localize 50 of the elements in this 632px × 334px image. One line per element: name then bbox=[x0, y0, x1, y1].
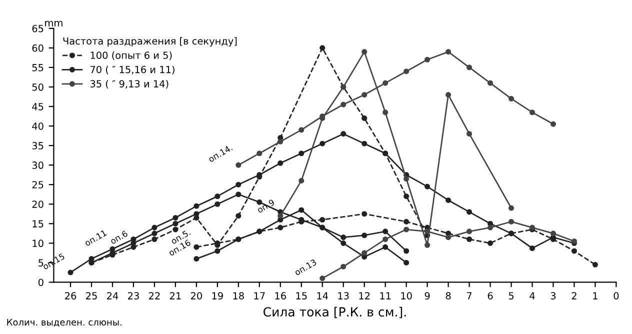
y-tick-label: 5 bbox=[38, 259, 44, 267]
y-tick-label: 60 bbox=[32, 44, 44, 52]
x-tick-label: 19 bbox=[212, 292, 223, 300]
annotation: оп.6 bbox=[110, 230, 128, 244]
x-tick-label: 4 bbox=[530, 292, 535, 300]
x-tick-label: 13 bbox=[338, 292, 349, 300]
x-tick-label: 11 bbox=[380, 292, 391, 300]
y-tick-label: 45 bbox=[32, 103, 44, 110]
x-tick-label: 18 bbox=[233, 292, 244, 300]
y-tick-label: 30 bbox=[32, 162, 44, 169]
x-tick-label: 2 bbox=[572, 292, 576, 300]
x-tick-label: 21 bbox=[170, 292, 181, 300]
legend-title: Частота раздражения [в секунду] bbox=[63, 37, 237, 47]
x-tick-label: 25 bbox=[86, 292, 97, 300]
y-tick-label: 25 bbox=[32, 181, 44, 188]
x-tick-label: 5 bbox=[508, 292, 514, 300]
y-tick-label: 35 bbox=[32, 142, 44, 150]
y-tick-label: 0 bbox=[38, 278, 44, 286]
x-tick-label: 7 bbox=[466, 292, 472, 300]
x-tick-label: 9 bbox=[424, 292, 430, 300]
x-tick-label: 6 bbox=[488, 292, 493, 300]
x-tick-label: 12 bbox=[359, 292, 370, 300]
y-tick-label: 65 bbox=[32, 24, 44, 32]
x-tick-label: 24 bbox=[107, 292, 118, 300]
x-axis-title: Сила тока [Р.К. в см.]. bbox=[264, 306, 406, 318]
x-tick-label: 20 bbox=[190, 292, 202, 300]
y-axis-title: mm bbox=[45, 20, 62, 26]
y-tick-label: 50 bbox=[32, 83, 44, 91]
y-tick-label: 15 bbox=[32, 220, 44, 228]
x-tick-label: 1 bbox=[593, 292, 598, 300]
x-tick-label: 26 bbox=[65, 292, 76, 300]
x-tick-label: 17 bbox=[254, 292, 265, 300]
x-tick-label: 3 bbox=[550, 292, 556, 300]
x-tick-label: 0 bbox=[614, 292, 619, 300]
x-tick-label: 8 bbox=[446, 292, 451, 300]
x-tick-label: 14 bbox=[317, 292, 328, 300]
y-tick-label: 55 bbox=[32, 64, 44, 72]
legend-label: 70 ( ″ 15,16 и 11) bbox=[90, 66, 174, 74]
x-tick-label: 22 bbox=[148, 292, 160, 300]
y-tick-label: 40 bbox=[32, 122, 44, 130]
legend-label: 100 (опыт 6 и 5) bbox=[90, 51, 172, 60]
text: Колич. выделен. слюны. bbox=[7, 318, 122, 327]
x-tick-label: 15 bbox=[296, 292, 307, 300]
legend-label: 35 ( ″ 9,13 и 14) bbox=[90, 80, 168, 89]
y-tick-label: 10 bbox=[32, 240, 44, 248]
x-tick-label: 16 bbox=[275, 292, 286, 300]
y-tick-label: 20 bbox=[32, 200, 44, 208]
annotation: оп.9 bbox=[256, 198, 275, 214]
x-tick-label: 23 bbox=[128, 292, 139, 300]
x-tick-label: 10 bbox=[401, 292, 412, 300]
